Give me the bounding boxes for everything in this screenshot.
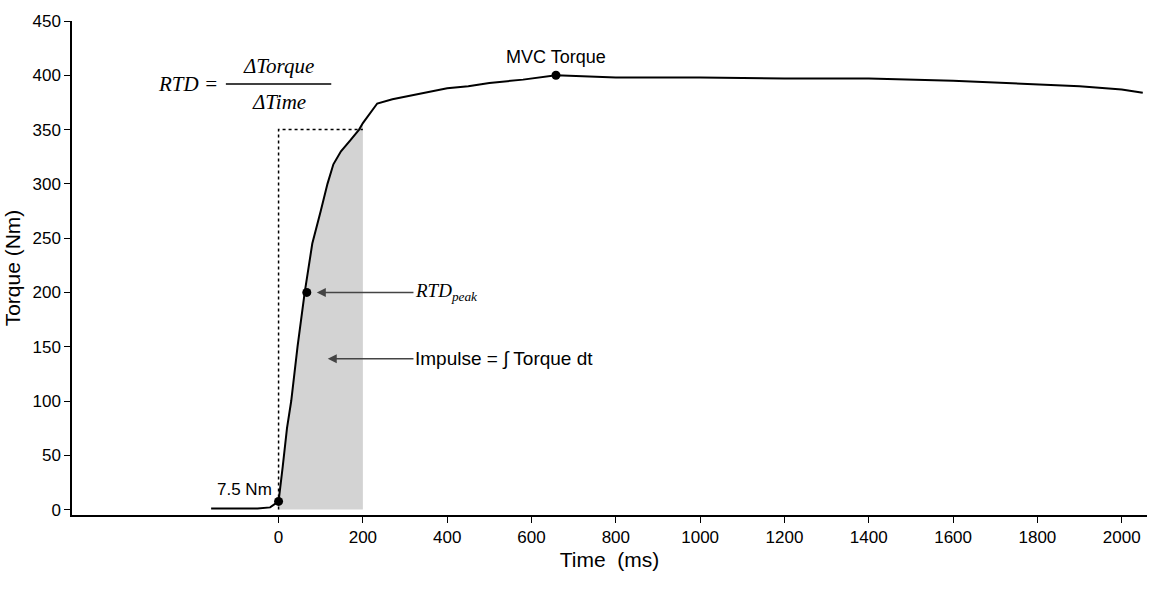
svg-text:RTD =: RTD = [158, 72, 218, 96]
svg-text:ΔTorque: ΔTorque [243, 54, 314, 78]
svg-text:Torque (Nm): Torque (Nm) [1, 210, 24, 327]
svg-text:1000: 1000 [681, 528, 719, 547]
svg-text:450: 450 [32, 12, 60, 31]
svg-text:350: 350 [32, 121, 60, 140]
svg-text:2000: 2000 [1103, 528, 1141, 547]
svg-text:1800: 1800 [1018, 528, 1056, 547]
svg-text:150: 150 [32, 338, 60, 357]
svg-text:ΔTime: ΔTime [252, 90, 306, 114]
svg-text:800: 800 [602, 528, 630, 547]
svg-text:600: 600 [517, 528, 545, 547]
svg-text:50: 50 [42, 446, 61, 465]
svg-text:7.5 Nm: 7.5 Nm [217, 480, 272, 499]
svg-text:400: 400 [32, 66, 60, 85]
svg-text:0: 0 [51, 501, 60, 520]
svg-text:200: 200 [349, 528, 377, 547]
svg-text:100: 100 [32, 392, 60, 411]
svg-text:200: 200 [32, 283, 60, 302]
svg-text:1400: 1400 [850, 528, 888, 547]
svg-text:1200: 1200 [766, 528, 804, 547]
svg-text:250: 250 [32, 229, 60, 248]
svg-text:1600: 1600 [934, 528, 972, 547]
svg-text:Time (ms): Time (ms) [560, 548, 660, 571]
svg-text:300: 300 [32, 175, 60, 194]
svg-text:0: 0 [274, 528, 283, 547]
svg-text:MVC Torque: MVC Torque [506, 47, 606, 67]
svg-text:RTD​peak​: RTD​peak​ [415, 280, 478, 304]
svg-text:400: 400 [433, 528, 461, 547]
svg-text:Impulse = ∫ Torque dt: Impulse = ∫ Torque dt [415, 348, 593, 370]
